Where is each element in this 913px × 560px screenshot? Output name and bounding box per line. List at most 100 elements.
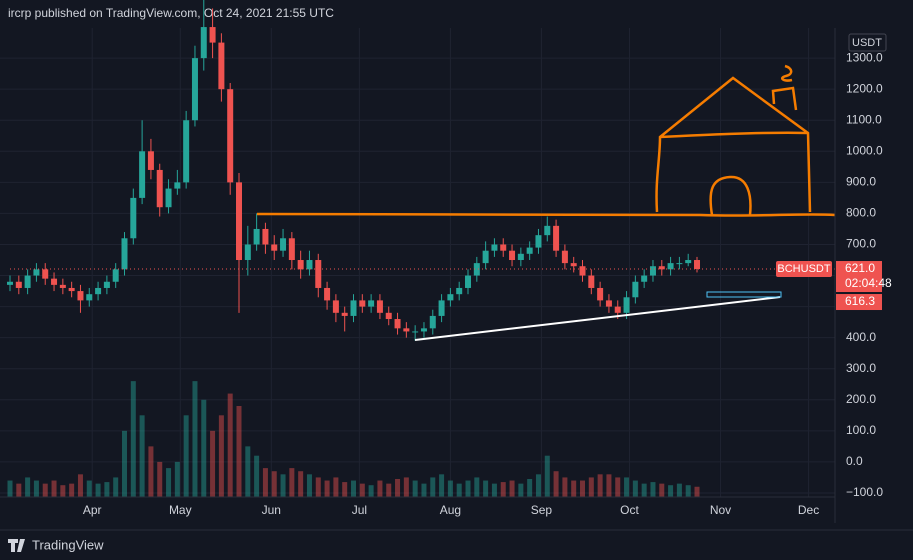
volume-bar bbox=[236, 405, 242, 497]
candle-body bbox=[412, 331, 419, 333]
candle-body bbox=[403, 328, 410, 332]
y-tick-label: 100.0 bbox=[846, 423, 876, 437]
volume-bar bbox=[306, 474, 312, 497]
volume-bar bbox=[535, 474, 541, 497]
volume-bar bbox=[650, 482, 656, 497]
volume-bar bbox=[447, 480, 453, 497]
volume-bar bbox=[483, 480, 489, 497]
candle-body bbox=[147, 151, 154, 170]
volume-bar bbox=[42, 483, 48, 497]
volume-bar bbox=[262, 468, 268, 497]
candle-body bbox=[280, 238, 287, 251]
candle-body bbox=[341, 312, 348, 316]
candle-body bbox=[77, 291, 84, 301]
volume-bar bbox=[527, 478, 533, 497]
candle-body bbox=[385, 312, 392, 320]
volume-bar bbox=[685, 485, 691, 497]
x-tick-label: Sep bbox=[531, 503, 553, 517]
x-tick-label: May bbox=[169, 503, 192, 517]
y-tick-label: 400.0 bbox=[846, 330, 876, 344]
candle-body bbox=[509, 250, 516, 261]
volume-bar bbox=[210, 430, 216, 497]
candle-body bbox=[614, 306, 621, 313]
candle-body bbox=[500, 244, 507, 251]
x-tick-label: Apr bbox=[83, 503, 102, 517]
candle-body bbox=[200, 27, 207, 59]
volume-bar bbox=[192, 381, 198, 497]
tags: BCHUSDT 621.002:04:48 616.3 bbox=[776, 261, 892, 311]
volume-bar bbox=[359, 483, 365, 497]
y-tick-label: 200.0 bbox=[846, 392, 876, 406]
volume-bar bbox=[104, 482, 110, 497]
candle-layer bbox=[7, 0, 835, 341]
candle-body bbox=[209, 27, 216, 43]
volume-bar bbox=[174, 461, 180, 497]
candle-body bbox=[156, 169, 163, 208]
candle-body bbox=[482, 250, 489, 264]
y-tick-label: 0.0 bbox=[846, 454, 863, 468]
candle-body bbox=[641, 275, 648, 282]
volume-bar bbox=[421, 483, 427, 497]
candle-body bbox=[218, 42, 225, 90]
volume-bar bbox=[271, 471, 277, 497]
volume-bar bbox=[641, 483, 647, 497]
candle-body bbox=[306, 260, 313, 270]
candle-body bbox=[51, 278, 58, 285]
candle-body bbox=[429, 315, 436, 329]
volume-bar bbox=[553, 471, 559, 497]
candle-body bbox=[694, 260, 701, 270]
volume-bar bbox=[60, 485, 66, 497]
volume-bar bbox=[227, 393, 233, 497]
logo bbox=[8, 539, 25, 552]
candle-body bbox=[394, 319, 401, 329]
volume-bar bbox=[218, 415, 224, 497]
y-tick-label: 700.0 bbox=[846, 237, 876, 251]
volume-bar bbox=[122, 430, 128, 497]
candle-body bbox=[236, 182, 243, 261]
candle-body bbox=[262, 228, 269, 245]
candle-body bbox=[447, 294, 454, 301]
volume-bar bbox=[157, 461, 163, 497]
candle-body bbox=[244, 244, 251, 261]
candle-body bbox=[297, 260, 304, 270]
candle-body bbox=[165, 188, 172, 208]
candle-body bbox=[183, 120, 190, 183]
x-tick-label: Jun bbox=[262, 503, 281, 517]
price-tag bbox=[836, 261, 882, 293]
price-line-tag-text: 616.3 bbox=[845, 294, 875, 308]
volume-bar bbox=[668, 485, 674, 497]
volume-bar bbox=[588, 477, 594, 497]
volume-bar bbox=[624, 477, 630, 497]
candle-body bbox=[350, 300, 357, 316]
volume-bar bbox=[7, 480, 13, 497]
candle-body bbox=[121, 238, 128, 270]
volume-bar bbox=[183, 415, 189, 497]
candle-body bbox=[597, 287, 604, 301]
volume-bar bbox=[395, 478, 401, 497]
volume-bar bbox=[659, 483, 665, 497]
candle-body bbox=[649, 266, 656, 276]
candle-body bbox=[130, 197, 137, 239]
candle-body bbox=[517, 253, 524, 261]
volume-bar bbox=[597, 474, 603, 497]
resistance-line bbox=[256, 212, 836, 217]
candle-body bbox=[667, 263, 674, 270]
candle-body bbox=[579, 266, 586, 276]
candle-body bbox=[288, 238, 295, 261]
candle-body bbox=[359, 300, 366, 307]
volume-bar bbox=[491, 483, 497, 497]
candle-body bbox=[588, 275, 595, 288]
volume-bar bbox=[509, 480, 515, 497]
volume-bar bbox=[544, 455, 550, 497]
volume-bar bbox=[77, 474, 83, 497]
volume-bar bbox=[289, 468, 295, 497]
candle-body bbox=[191, 58, 198, 121]
volume-bar bbox=[412, 480, 418, 497]
candle-body bbox=[658, 266, 665, 270]
y-tick-label: 1000.0 bbox=[846, 143, 883, 157]
volume-bar bbox=[130, 381, 136, 497]
volume-bar bbox=[342, 482, 348, 497]
volume-bar bbox=[439, 474, 445, 497]
x-tick-label: Oct bbox=[620, 503, 639, 517]
